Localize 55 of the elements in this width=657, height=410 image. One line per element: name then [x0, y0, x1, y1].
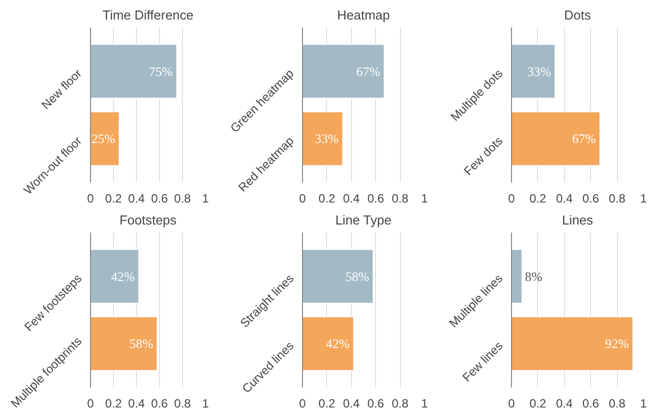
- x-tick-label: 1: [421, 192, 428, 206]
- x-tick-label: 0.8: [392, 192, 409, 206]
- x-tick-label: 0.4: [342, 396, 360, 410]
- x-tick-label: 0: [299, 192, 306, 206]
- x-tick-label: 1: [640, 192, 648, 206]
- x-tick-label: 0.2: [530, 192, 547, 206]
- chart-title: Dots: [564, 8, 592, 22]
- x-tick-label: 0.4: [128, 396, 146, 410]
- y-tick-label: Few dots: [461, 134, 506, 178]
- x-tick-label: 1: [421, 396, 428, 410]
- data-label: 8%: [525, 268, 543, 284]
- data-label: 75%: [148, 64, 173, 79]
- data-label: 42%: [326, 336, 350, 352]
- x-tick-label: 0.4: [128, 192, 146, 206]
- x-tick-label: 0.6: [367, 192, 384, 206]
- x-tick-label: 0.8: [608, 396, 626, 410]
- data-label: 33%: [314, 131, 339, 146]
- x-tick-label: 0: [87, 192, 94, 206]
- data-label: 58%: [129, 336, 154, 352]
- x-tick-label: 0: [508, 192, 516, 206]
- x-tick-label: 0.6: [582, 192, 600, 206]
- x-tick-label: 0.6: [582, 396, 600, 410]
- chart-title: Line Type: [335, 212, 392, 228]
- x-tick-label: 0.2: [530, 396, 547, 410]
- x-tick-label: 0.2: [105, 192, 122, 206]
- x-tick-label: 0.2: [318, 396, 336, 410]
- x-tick-label: 0: [87, 396, 94, 410]
- x-tick-label: 0.6: [367, 396, 384, 410]
- x-tick-label: 0: [508, 396, 516, 410]
- x-tick-label: 0.8: [174, 192, 192, 206]
- data-label: 42%: [110, 268, 135, 284]
- x-tick-label: 0.4: [556, 396, 573, 410]
- x-tick-label: 0.4: [556, 192, 573, 206]
- data-label: 25%: [91, 131, 116, 146]
- x-tick-label: 0.6: [151, 192, 168, 206]
- data-label: 92%: [605, 336, 630, 352]
- x-tick-label: 0: [299, 396, 306, 410]
- data-label: 67%: [356, 64, 380, 79]
- chart-title: Footsteps: [119, 212, 178, 228]
- x-tick-label: 0.8: [392, 396, 409, 410]
- chart-title: Time Difference: [102, 8, 194, 22]
- chart-title: Lines: [562, 212, 594, 228]
- data-label: 33%: [527, 64, 552, 79]
- data-label: 67%: [572, 131, 596, 146]
- x-tick-label: 1: [202, 192, 210, 206]
- data-label: 58%: [345, 268, 370, 284]
- x-tick-label: 0.4: [342, 192, 360, 206]
- x-tick-label: 0.6: [151, 396, 168, 410]
- x-tick-label: 1: [640, 396, 648, 410]
- x-tick-label: 0.2: [105, 396, 122, 410]
- chart-title: Heatmap: [337, 8, 390, 22]
- x-tick-label: 1: [202, 396, 210, 410]
- x-tick-label: 0.8: [608, 192, 626, 206]
- x-tick-label: 0.2: [318, 192, 336, 206]
- x-tick-label: 0.8: [174, 396, 192, 410]
